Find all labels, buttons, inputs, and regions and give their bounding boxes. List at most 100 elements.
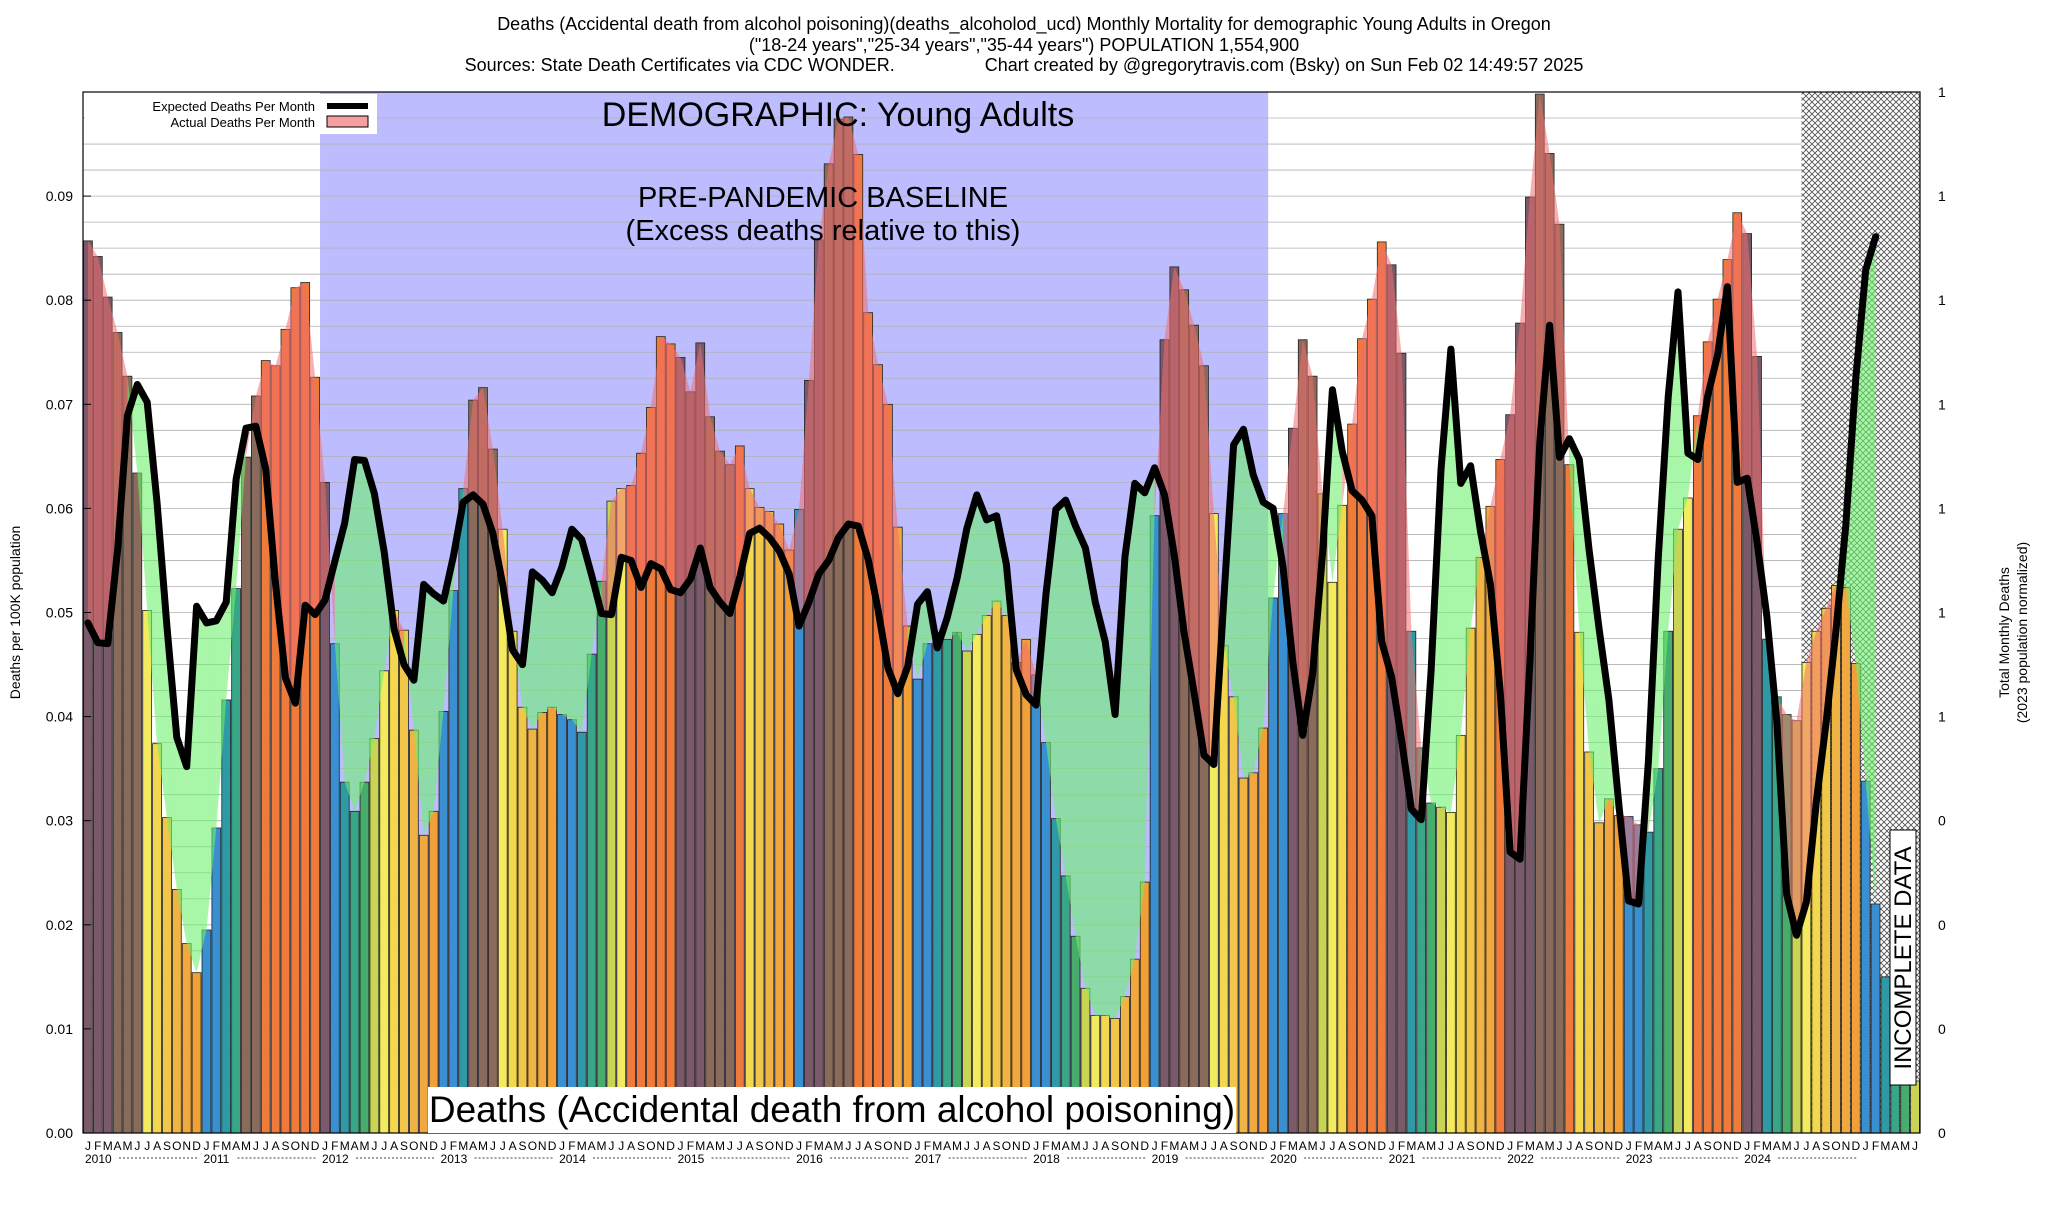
bar bbox=[912, 678, 923, 1133]
deficit-area bbox=[176, 737, 187, 944]
deficit-area bbox=[1105, 641, 1116, 1019]
month-label: J bbox=[727, 1139, 733, 1153]
bar bbox=[1870, 903, 1881, 1133]
month-label: J bbox=[203, 1139, 209, 1153]
bar bbox=[1436, 806, 1446, 1133]
month-label: F bbox=[805, 1139, 812, 1153]
y-tick-label: 0.03 bbox=[46, 813, 73, 829]
bar bbox=[359, 781, 370, 1133]
month-label: A bbox=[1654, 1139, 1662, 1153]
year-label: 2010 bbox=[85, 1152, 112, 1166]
month-label: O bbox=[409, 1139, 418, 1153]
month-label: J bbox=[1092, 1139, 1098, 1153]
month-label: J bbox=[85, 1139, 91, 1153]
month-label: J bbox=[1201, 1139, 1207, 1153]
excess-area bbox=[1164, 266, 1175, 556]
month-label: M bbox=[478, 1139, 488, 1153]
bar bbox=[379, 670, 390, 1133]
deficit-area bbox=[542, 580, 553, 713]
month-label: A bbox=[983, 1139, 991, 1153]
month-label: F bbox=[924, 1139, 931, 1153]
bar bbox=[448, 590, 459, 1133]
bar bbox=[171, 889, 182, 1133]
incomplete-annotation: INCOMPLETE DATA bbox=[1890, 846, 1917, 1069]
excess-area bbox=[1352, 338, 1362, 501]
excess-area bbox=[315, 377, 325, 615]
deficit-area bbox=[344, 459, 355, 812]
bar bbox=[1426, 802, 1436, 1133]
bar bbox=[1663, 630, 1673, 1133]
excess-area bbox=[858, 154, 869, 560]
month-label: N bbox=[419, 1139, 428, 1153]
legend-label-actual: Actual Deaths Per Month bbox=[170, 115, 315, 130]
bar bbox=[231, 588, 241, 1133]
excess-area bbox=[808, 239, 819, 603]
bar bbox=[1742, 233, 1753, 1133]
month-label: O bbox=[1357, 1139, 1366, 1153]
deficit-area bbox=[1115, 556, 1125, 1019]
bar bbox=[191, 972, 202, 1133]
month-label: J bbox=[381, 1139, 387, 1153]
baseline-annotation-2: (Excess deaths relative to this) bbox=[626, 215, 1021, 247]
month-label: D bbox=[192, 1139, 201, 1153]
bar bbox=[991, 600, 1002, 1133]
deficit-area bbox=[1865, 236, 1876, 904]
credit-text: Chart created by @gregorytravis.com (Bsk… bbox=[984, 55, 1584, 75]
excess-area bbox=[1292, 339, 1303, 736]
month-label: O bbox=[1239, 1139, 1248, 1153]
deficit-area bbox=[403, 630, 414, 731]
excess-area bbox=[463, 400, 474, 503]
month-label: J bbox=[1270, 1139, 1276, 1153]
excess-area bbox=[1510, 323, 1521, 860]
bar bbox=[1347, 423, 1357, 1133]
month-label: F bbox=[568, 1139, 575, 1153]
month-label: N bbox=[893, 1139, 902, 1153]
excess-area bbox=[1628, 816, 1639, 904]
month-label: S bbox=[400, 1139, 408, 1153]
month-label: J bbox=[1033, 1139, 1039, 1153]
month-label: A bbox=[469, 1139, 477, 1153]
legend-label-expected: Expected Deaths Per Month bbox=[152, 99, 315, 114]
month-label: J bbox=[1448, 1139, 1454, 1153]
month-label: M bbox=[359, 1139, 369, 1153]
bar bbox=[1683, 497, 1693, 1133]
bar bbox=[132, 472, 143, 1133]
bar bbox=[1455, 734, 1466, 1133]
month-label: F bbox=[687, 1139, 694, 1153]
month-label: N bbox=[1842, 1139, 1851, 1153]
month-label: N bbox=[656, 1139, 665, 1153]
month-label: A bbox=[825, 1139, 833, 1153]
y2-tick-label: 1 bbox=[1938, 500, 1946, 516]
chart-subtitle: ("18-24 years","25-34 years","35-44 year… bbox=[748, 35, 1300, 55]
excess-area bbox=[828, 119, 839, 561]
deficit-area bbox=[1243, 429, 1254, 779]
month-label: J bbox=[1507, 1139, 1513, 1153]
deficit-area bbox=[216, 602, 227, 828]
month-label: F bbox=[1042, 1139, 1049, 1153]
month-label: D bbox=[429, 1139, 438, 1153]
incomplete-annotation-bg bbox=[1889, 829, 1917, 1086]
deficit-area bbox=[1144, 467, 1155, 883]
month-label: J bbox=[1152, 1139, 1158, 1153]
year-label: 2013 bbox=[441, 1152, 468, 1166]
excess-area bbox=[897, 527, 908, 694]
month-label: F bbox=[1753, 1139, 1760, 1153]
sources-text: Sources: State Death Certificates via CD… bbox=[464, 55, 895, 75]
month-label: A bbox=[1417, 1139, 1425, 1153]
bar bbox=[428, 810, 439, 1133]
bar bbox=[1692, 415, 1703, 1133]
y-tick-label: 0.02 bbox=[46, 917, 73, 933]
excess-area bbox=[700, 342, 711, 588]
bar bbox=[142, 610, 153, 1133]
bar bbox=[971, 633, 982, 1133]
month-label: O bbox=[765, 1139, 774, 1153]
bar bbox=[399, 629, 409, 1133]
bar bbox=[468, 399, 478, 1133]
deficit-area bbox=[453, 488, 464, 591]
month-label: O bbox=[172, 1139, 181, 1153]
excess-area bbox=[848, 116, 859, 527]
excess-area bbox=[305, 282, 316, 615]
month-label: J bbox=[144, 1139, 150, 1153]
y2-tick-label: 1 bbox=[1938, 605, 1946, 621]
